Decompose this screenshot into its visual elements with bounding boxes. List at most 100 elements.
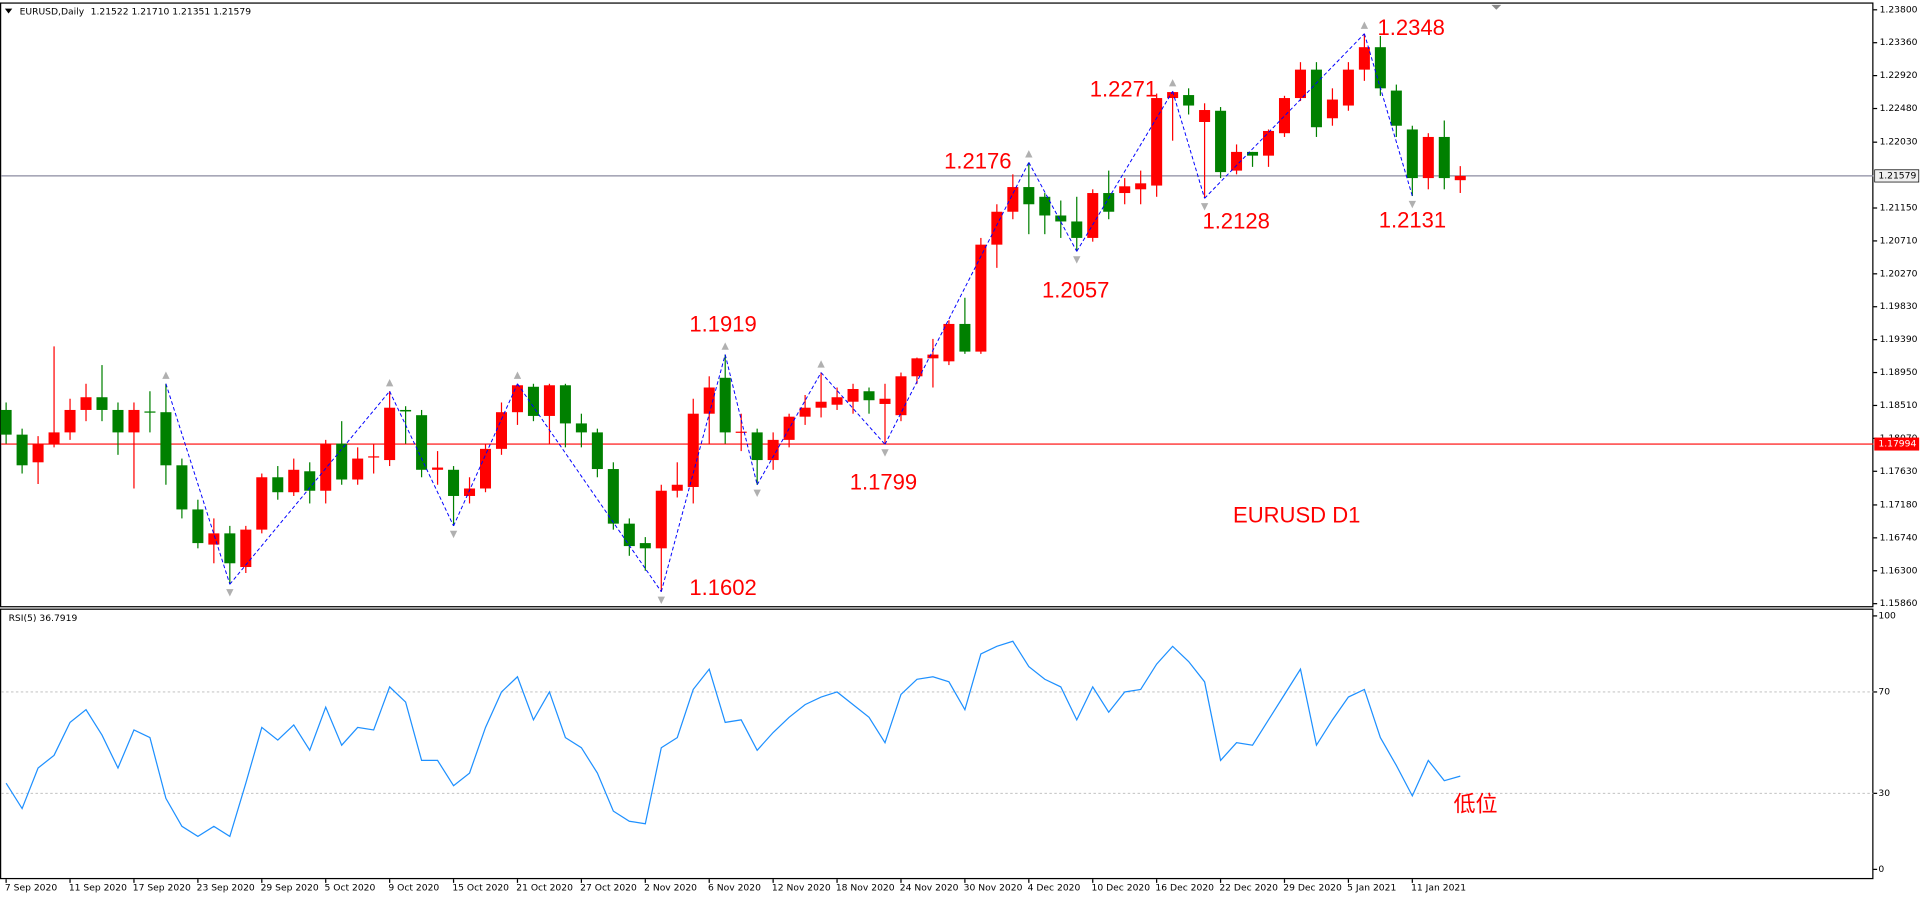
y-tick-label: 1.19390 bbox=[1880, 334, 1918, 345]
candle-body bbox=[1167, 92, 1179, 99]
y-tick-label: 1.23800 bbox=[1880, 4, 1918, 15]
x-tick-label: 17 Sep 2020 bbox=[133, 882, 191, 893]
y-tick-label: 0 bbox=[1878, 864, 1884, 875]
candle-body bbox=[1231, 151, 1243, 171]
y-tick-label: 1.17180 bbox=[1880, 499, 1918, 510]
candle-body bbox=[1263, 130, 1275, 156]
candle-body bbox=[240, 529, 252, 568]
candle-body bbox=[895, 376, 907, 416]
fractal-arrow bbox=[1168, 79, 1177, 87]
x-tick-label: 2 Nov 2020 bbox=[644, 882, 697, 893]
y-tick-label: 1.22030 bbox=[1880, 137, 1918, 148]
candle-body bbox=[16, 434, 28, 466]
rsi-line bbox=[5, 640, 1461, 838]
candle-body bbox=[144, 411, 156, 413]
x-tick-label: 22 Dec 2020 bbox=[1219, 882, 1278, 893]
candle-body bbox=[32, 443, 44, 463]
candle-body bbox=[1151, 98, 1163, 186]
y-tick-label: 100 bbox=[1878, 610, 1896, 621]
candle-body bbox=[559, 385, 571, 424]
y-tick-label: 1.20710 bbox=[1880, 235, 1918, 246]
candle-body bbox=[1055, 215, 1067, 222]
candle-body bbox=[448, 469, 460, 496]
zigzag-segment bbox=[756, 372, 822, 485]
fractal-arrow bbox=[817, 360, 825, 368]
candle-body bbox=[1199, 110, 1211, 122]
candle-body bbox=[160, 412, 172, 466]
candle-body bbox=[1358, 47, 1370, 70]
x-tick-label: 18 Nov 2020 bbox=[836, 882, 895, 893]
candle-body bbox=[208, 533, 220, 545]
chart-ohlc: 1.21522 1.21710 1.21351 1.21579 bbox=[91, 7, 252, 18]
candle-body bbox=[272, 477, 284, 493]
fractal-arrow bbox=[1073, 256, 1081, 264]
candle-body bbox=[0, 409, 12, 435]
candle-body bbox=[751, 432, 763, 461]
fractal-arrow bbox=[162, 371, 170, 379]
fractal-arrow bbox=[1200, 203, 1209, 211]
price-label: 1.17994 bbox=[1878, 439, 1916, 450]
x-tick-label: 7 Sep 2020 bbox=[5, 882, 57, 893]
candle-body bbox=[879, 398, 891, 404]
y-tick-label: 1.18950 bbox=[1880, 367, 1918, 378]
candle-body bbox=[1103, 193, 1115, 212]
candle-body bbox=[384, 407, 396, 461]
candle-body bbox=[224, 533, 236, 564]
fractal-arrow bbox=[1408, 200, 1416, 209]
zigzag-segment bbox=[820, 372, 886, 445]
candle-body bbox=[1454, 175, 1466, 181]
menu-triangle[interactable] bbox=[4, 8, 13, 14]
zigzag-segment bbox=[1028, 162, 1078, 252]
candle-body bbox=[655, 490, 667, 549]
zigzag-segment bbox=[660, 354, 726, 592]
candle-body bbox=[1342, 69, 1354, 106]
candle-body bbox=[623, 523, 635, 547]
x-tick-label: 30 Nov 2020 bbox=[964, 882, 1023, 893]
candle-body bbox=[799, 407, 811, 417]
candle-body bbox=[495, 412, 507, 449]
zigzag-segment bbox=[724, 354, 758, 485]
candle-body bbox=[927, 354, 939, 359]
shift-marker bbox=[1491, 4, 1502, 10]
y-tick-label: 70 bbox=[1878, 686, 1890, 697]
candle-body bbox=[1215, 110, 1227, 173]
y-tick-label: 1.16300 bbox=[1880, 565, 1918, 576]
x-tick-label: 4 Dec 2020 bbox=[1028, 882, 1081, 893]
zigzag-segment bbox=[1204, 33, 1365, 199]
candle-body bbox=[464, 488, 476, 496]
annotation: 1.1602 bbox=[689, 575, 756, 600]
zigzag-segment bbox=[884, 162, 1030, 445]
fractal-arrow bbox=[1360, 21, 1369, 29]
candle-body bbox=[256, 477, 268, 530]
x-tick-label: 11 Sep 2020 bbox=[69, 882, 127, 893]
candle-body bbox=[1247, 151, 1259, 156]
chart-title: EURUSD,Daily bbox=[20, 7, 85, 18]
candle-body bbox=[352, 458, 364, 480]
x-tick-label: 23 Sep 2020 bbox=[197, 882, 255, 893]
candle-body bbox=[432, 467, 444, 470]
zigzag-segment bbox=[165, 383, 231, 585]
candle-body bbox=[1007, 187, 1019, 212]
candle-body bbox=[671, 484, 683, 491]
fractal-arrow bbox=[449, 530, 458, 539]
rsi-title: RSI(5) 36.7919 bbox=[9, 613, 78, 624]
annotation: EURUSD D1 bbox=[1233, 503, 1360, 528]
candle-body bbox=[1422, 136, 1434, 179]
fractal-arrow bbox=[385, 379, 394, 387]
candle-body bbox=[911, 358, 923, 377]
x-tick-label: 15 Oct 2020 bbox=[452, 882, 509, 893]
candle-body bbox=[719, 377, 731, 433]
candle-body bbox=[416, 415, 428, 470]
candle-body bbox=[64, 409, 76, 433]
candle-body bbox=[176, 465, 188, 510]
x-tick-label: 24 Nov 2020 bbox=[900, 882, 959, 893]
annotation: 1.2128 bbox=[1202, 209, 1269, 234]
annotation: 1.1799 bbox=[850, 470, 917, 495]
candle-body bbox=[1326, 99, 1338, 119]
candle-body bbox=[975, 244, 987, 352]
fractal-arrow bbox=[513, 371, 522, 379]
candle-body bbox=[831, 397, 843, 405]
fractal-arrow bbox=[1025, 150, 1033, 158]
candle-body bbox=[991, 211, 1003, 245]
